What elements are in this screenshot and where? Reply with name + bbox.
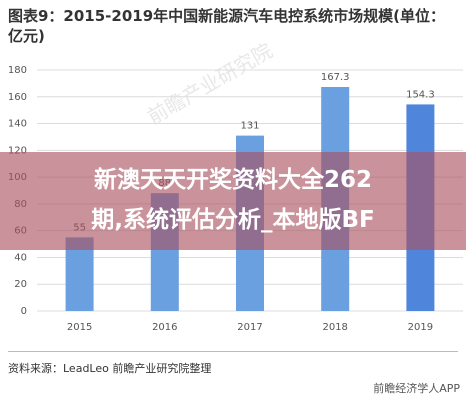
y-tick-label: 20 (14, 279, 27, 290)
value-label: 167.3 (321, 72, 350, 83)
overlay-line: 新澳天天开奖资料大全262 (93, 167, 372, 193)
y-tick-label: 160 (8, 92, 27, 103)
y-tick-label: 40 (14, 252, 27, 263)
x-tick-label: 2018 (322, 322, 347, 333)
value-label: 154.3 (406, 89, 435, 100)
overlay-banner: 新澳天天开奖资料大全262 期,系统评估分析_本地版BF (0, 152, 466, 250)
watermark: 前瞻产业研究院 (143, 38, 276, 129)
x-tick-label: 2019 (408, 322, 433, 333)
chart-title: 图表9：2015-2019年中国新能源汽车电控系统市场规模(单位：亿元) (8, 7, 446, 45)
value-label: 131 (240, 121, 259, 132)
y-tick-label: 180 (8, 65, 27, 76)
y-tick-label: 0 (21, 306, 27, 317)
source-note: 资料来源：LeadLeo 前瞻产业研究院整理 (8, 362, 212, 375)
x-tick-label: 2015 (67, 322, 92, 333)
x-tick-label: 2016 (152, 322, 177, 333)
x-tick-label: 2017 (237, 322, 262, 333)
y-tick-label: 120 (8, 145, 27, 156)
logo: 前瞻经济学人APP (373, 382, 460, 395)
overlay-line: 期,系统评估分析_本地版BF (91, 207, 375, 233)
y-tick-label: 140 (8, 119, 27, 130)
separator (8, 351, 458, 352)
